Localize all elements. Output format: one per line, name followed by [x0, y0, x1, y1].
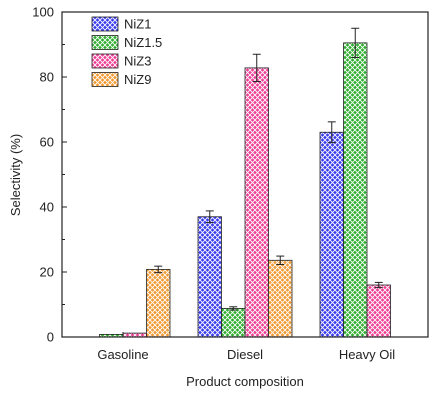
y-tick-label-80: 80: [40, 70, 54, 85]
legend-item-niz1-5: NiZ1.5: [91, 35, 162, 50]
error-bars-group: [154, 27, 383, 311]
error-bar-diesel-niz1: [205, 210, 214, 224]
x-axis-title: Product composition: [186, 374, 304, 389]
legend-label-niz1: NiZ1: [124, 17, 151, 32]
legend-label-niz1-5: NiZ1.5: [124, 35, 162, 50]
legend: NiZ1 NiZ1.5 NiZ3 NiZ9: [91, 16, 162, 87]
error-bar-heavy-oil-niz3: [374, 281, 383, 289]
legend-item-niz1: NiZ1: [91, 16, 151, 32]
bar-gasoline-niz9: [146, 268, 171, 338]
legend-label-niz9: NiZ9: [124, 72, 151, 87]
legend-swatch-niz3: [91, 53, 119, 69]
bar-diesel-niz1: [197, 216, 222, 338]
error-bar-heavy-oil-niz1-5: [351, 27, 360, 58]
legend-swatch-niz1: [91, 16, 119, 32]
y-tick-label-0: 0: [47, 330, 54, 345]
error-bar-diesel-niz3: [252, 53, 261, 83]
x-axis: Gasoline Diesel Heavy Oil: [97, 332, 395, 362]
y-axis: 0 20 40 60 80 100: [32, 5, 67, 345]
x-tick-label-diesel: Diesel: [227, 347, 263, 362]
bars-group: [99, 42, 391, 338]
x-tick-label-gasoline: Gasoline: [97, 347, 148, 362]
x-tick-label-heavy-oil: Heavy Oil: [339, 347, 395, 362]
bar-heavy-oil-niz1-5: [343, 42, 368, 338]
error-bar-diesel-niz9: [276, 255, 285, 266]
y-tick-label-20: 20: [40, 265, 54, 280]
bar-heavy-oil-niz1: [319, 131, 344, 338]
legend-label-niz3: NiZ3: [124, 54, 151, 69]
legend-item-niz9: NiZ9: [91, 72, 151, 87]
y-axis-title: Selectivity (%): [8, 134, 23, 216]
y-tick-label-60: 60: [40, 135, 54, 150]
bar-diesel-niz9: [268, 259, 293, 338]
error-bar-gasoline-niz9: [154, 265, 163, 274]
y-tick-label-40: 40: [40, 200, 54, 215]
y-tick-label-100: 100: [32, 5, 54, 20]
legend-item-niz3: NiZ3: [91, 53, 151, 69]
bar-heavy-oil-niz3: [366, 284, 391, 338]
legend-swatch-niz1-5: [91, 35, 119, 50]
bar-diesel-niz3: [244, 67, 269, 338]
error-bar-heavy-oil-niz1: [327, 121, 336, 144]
bar-diesel-niz1-5: [221, 307, 246, 338]
error-bar-diesel-niz1-5: [229, 306, 238, 311]
legend-swatch-niz9: [91, 72, 119, 87]
